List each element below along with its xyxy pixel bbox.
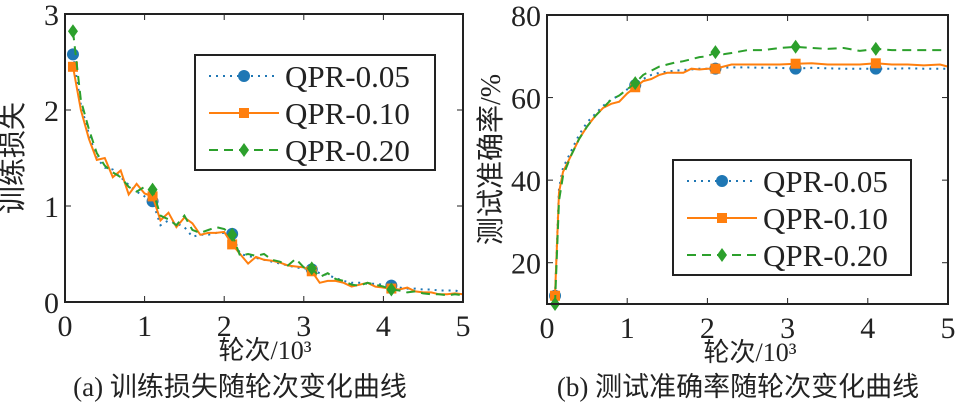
y-axis-label: 测试准确率/% xyxy=(475,74,507,245)
series-line-QPR-0.05 xyxy=(72,54,464,294)
legend-box xyxy=(194,54,436,171)
chart-caption: (a) 训练损失随轮次变化曲线 xyxy=(73,372,407,402)
legend-label: QPR-0.05 xyxy=(763,164,888,199)
x-tick-label: 2 xyxy=(700,312,715,345)
legend-marker-QPR-0.20 xyxy=(717,248,727,262)
data-point-QPR-0.05 xyxy=(66,48,79,61)
x-tick-label: 4 xyxy=(376,310,391,343)
x-tick-label: 3 xyxy=(296,310,311,343)
legend-label: QPR-0.20 xyxy=(285,133,410,168)
x-tick-label: 2 xyxy=(217,310,232,343)
data-point-QPR-0.20 xyxy=(710,45,721,60)
y-axis-label: 训练损失 xyxy=(0,102,29,214)
data-point-QPR-0.20 xyxy=(386,282,397,297)
data-point-QPR-0.10 xyxy=(870,58,881,69)
data-point-QPR-0.20 xyxy=(67,24,78,39)
data-point-QPR-0.10 xyxy=(227,239,238,250)
x-tick-label: 1 xyxy=(620,312,635,345)
legend-marker-QPR-0.05 xyxy=(238,70,250,82)
legend-marker-QPR-0.10 xyxy=(717,213,727,223)
legend-marker-QPR-0.05 xyxy=(716,175,728,187)
x-tick-label: 0 xyxy=(540,312,555,345)
data-point-QPR-0.20 xyxy=(870,41,881,56)
legend-label: QPR-0.05 xyxy=(285,59,410,94)
y-tick-label: 1 xyxy=(44,191,59,224)
y-tick-label: 80 xyxy=(511,0,541,33)
data-point-QPR-0.10 xyxy=(710,63,721,74)
legend-marker-QPR-0.10 xyxy=(239,108,249,118)
legend-label: QPR-0.10 xyxy=(763,201,888,236)
y-tick-label: 20 xyxy=(511,248,541,281)
y-tick-label: 60 xyxy=(511,83,541,116)
chart-caption: (b) 测试准确率随轮次变化曲线 xyxy=(557,372,919,402)
data-point-QPR-0.20 xyxy=(147,182,158,197)
y-tick-label: 3 xyxy=(44,0,59,32)
x-tick-label: 4 xyxy=(860,312,875,345)
plot-frame xyxy=(546,14,949,305)
x-tick-label: 0 xyxy=(58,310,73,343)
data-point-QPR-0.10 xyxy=(67,61,78,72)
x-tick-label: 3 xyxy=(780,312,795,345)
y-tick-label: 0 xyxy=(44,287,59,320)
x-tick-label: 5 xyxy=(456,310,471,343)
x-axis-label: 轮次/10³ xyxy=(218,336,311,365)
x-axis-label: 轮次/10³ xyxy=(703,338,796,367)
y-tick-label: 40 xyxy=(511,165,541,198)
data-point-QPR-0.20 xyxy=(790,39,801,54)
series-line-QPR-0.20 xyxy=(72,31,464,297)
series-line-QPR-0.20 xyxy=(554,45,948,305)
y-tick-label: 2 xyxy=(44,95,59,128)
data-point-QPR-0.10 xyxy=(790,58,801,69)
data-point-QPR-0.20 xyxy=(306,261,317,276)
legend-marker-QPR-0.20 xyxy=(239,143,249,157)
legend-label: QPR-0.20 xyxy=(763,238,888,273)
plot-frame xyxy=(64,13,464,303)
data-point-QPR-0.20 xyxy=(630,76,641,91)
legend-label: QPR-0.10 xyxy=(285,96,410,131)
data-point-QPR-0.20 xyxy=(227,227,238,242)
x-tick-label: 1 xyxy=(137,310,152,343)
x-tick-label: 5 xyxy=(941,312,956,345)
